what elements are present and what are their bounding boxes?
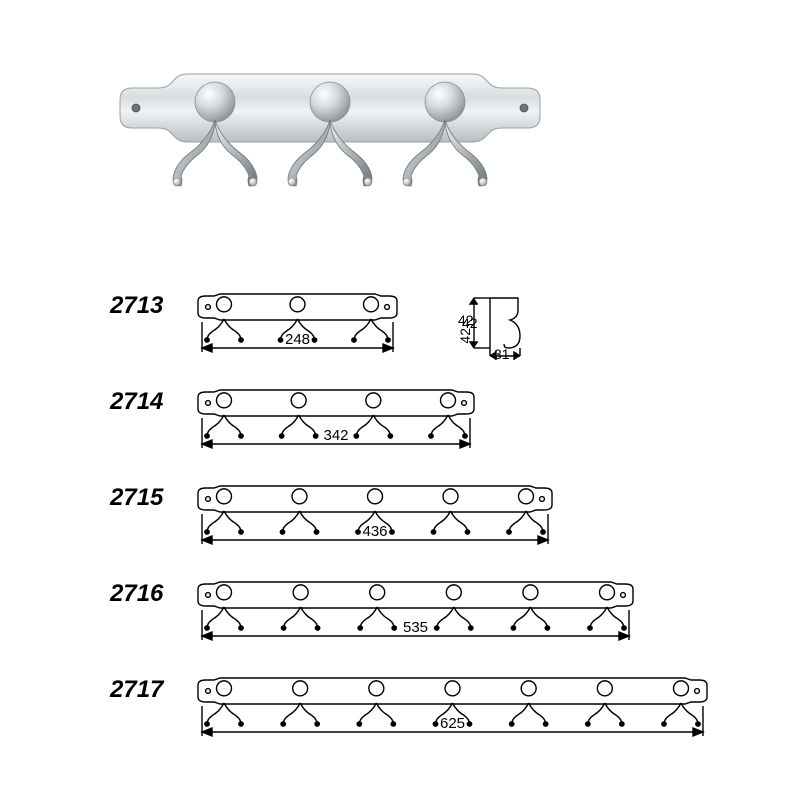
svg-text:342: 342 (323, 427, 348, 444)
variant-row: 2714 (110, 386, 690, 454)
svg-text:436: 436 (362, 523, 387, 540)
model-label: 2713 (110, 290, 190, 320)
schematic: 342 (190, 386, 500, 454)
variant-row: 2717 (110, 674, 690, 742)
variant-row: 2713 (110, 290, 690, 358)
model-label: 2715 (110, 482, 190, 512)
model-label: 2717 (110, 674, 190, 704)
schematic: 436 (190, 482, 578, 550)
product-photo (100, 60, 560, 220)
model-label: 2716 (110, 578, 190, 608)
svg-text:535: 535 (403, 619, 428, 636)
schematic: 248 (190, 290, 423, 358)
hook-rail-photo (100, 60, 560, 220)
page: 42 42 42 31 2713 (0, 0, 800, 800)
variant-row: 2715 (110, 482, 690, 550)
variant-row: 2716 (110, 578, 690, 646)
svg-text:248: 248 (285, 331, 310, 348)
variants-list: 2713 (110, 290, 690, 770)
svg-text:625: 625 (440, 715, 465, 732)
model-label: 2714 (110, 386, 190, 416)
schematic: 625 (190, 674, 733, 742)
schematic: 535 (190, 578, 659, 646)
